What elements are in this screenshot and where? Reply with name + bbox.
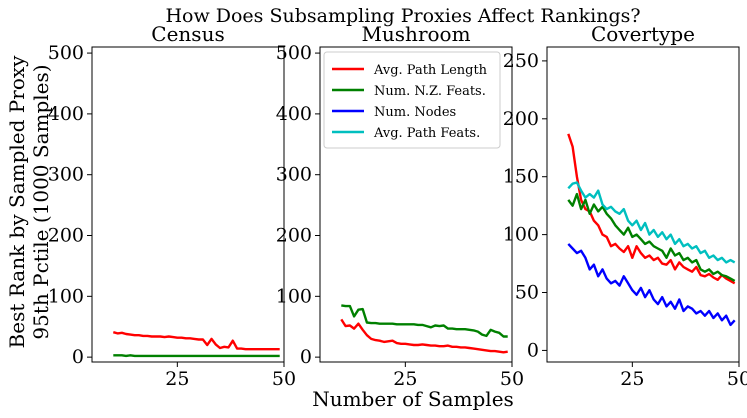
census-ytick-label: 400 [48, 103, 84, 125]
mushroom-ytick-label: 100 [276, 285, 312, 307]
covertype-ytick-label: 250 [503, 50, 539, 72]
mushroom-ytick-label: 400 [276, 103, 312, 125]
covertype-avg-path-feats-line [567, 181, 736, 264]
mushroom-ytick-label: 300 [276, 164, 312, 186]
census-xtick-label: 25 [165, 368, 189, 390]
census-panel: Census 0 100 200 300 400 500 25 50 [48, 22, 296, 390]
census-ytick-label: 100 [48, 285, 84, 307]
covertype-ytick-label: 150 [503, 166, 539, 188]
mushroom-title: Mushroom [361, 22, 470, 46]
mushroom-num-n-z-feats-line [341, 304, 508, 338]
census-title: Census [151, 22, 224, 46]
figure-title: How Does Subsampling Proxies Affect Rank… [165, 5, 640, 27]
mushroom-ytick-label: 200 [276, 225, 312, 247]
covertype-avg-path-length-line [567, 133, 736, 285]
legend-box [323, 51, 501, 149]
census-ytick-label: 0 [72, 346, 84, 368]
covertype-ytick-label: 0 [527, 339, 539, 361]
legend-label-num-nodes: Num. Nodes [374, 105, 456, 120]
legend: Avg. Path Length Num. N.Z. Feats. Num. Nod… [323, 51, 501, 149]
mushroom-ytick-label: 0 [300, 346, 312, 368]
y-axis-label-line1: Best Rank by Sampled Proxy [5, 55, 29, 349]
mushroom-xtick-label: 25 [393, 368, 417, 390]
covertype-ytick-label: 100 [503, 224, 539, 246]
legend-label-avg-path-feats: Avg. Path Feats. [373, 126, 480, 141]
y-axis-label-line2: 95th Pctile (1000 Samples) [29, 64, 53, 339]
mushroom-ytick-label: 500 [276, 42, 312, 64]
legend-label-avg-path-length: Avg. Path Length [373, 63, 488, 78]
covertype-xtick-label: 25 [620, 368, 644, 390]
covertype-ytick-label: 200 [503, 108, 539, 130]
covertype-num-nodes-line [567, 243, 736, 327]
legend-label-num-n-z-feats: Num. N.Z. Feats. [374, 84, 486, 99]
census-ytick-label: 500 [48, 42, 84, 64]
mushroom-panel: Mushroom 0 100 200 300 400 500 25 50 [276, 22, 524, 390]
census-axes-frame [91, 46, 285, 363]
mushroom-avg-path-length-line [340, 318, 508, 354]
covertype-xtick-label: 50 [727, 368, 747, 390]
census-avg-path-length-line [112, 331, 280, 351]
x-axis-label: Number of Samples [312, 387, 514, 411]
census-ytick-label: 300 [48, 164, 84, 186]
census-ytick-label: 200 [48, 225, 84, 247]
census-num-n-z-feats-line [113, 354, 280, 358]
covertype-title: Covertype [591, 22, 695, 46]
mushroom-xtick-label: 50 [500, 368, 524, 390]
covertype-axes-frame [546, 46, 740, 363]
mushroom-axes-frame [319, 46, 513, 363]
y-axis-label: Best Rank by Sampled Proxy 95th Pctile (… [5, 55, 53, 349]
census-xtick-label: 50 [272, 368, 296, 390]
covertype-num-n-z-feats-line [567, 192, 736, 282]
covertype-ytick-label: 50 [515, 282, 539, 304]
